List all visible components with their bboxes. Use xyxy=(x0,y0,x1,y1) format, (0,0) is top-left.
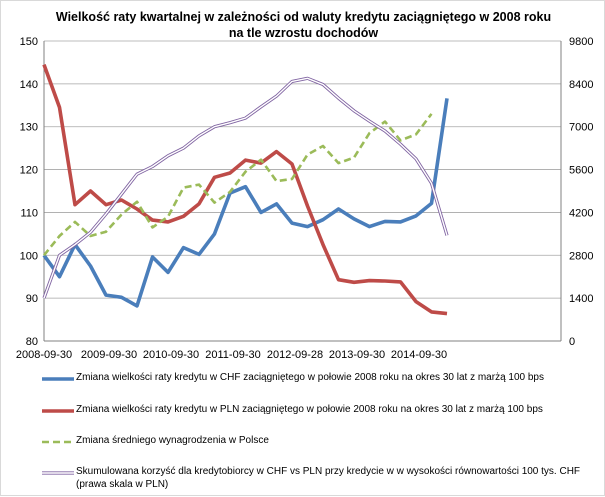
series-line-inner-3 xyxy=(43,77,448,299)
x-tick-label: 2010-09-30 xyxy=(143,349,199,361)
y-right-tick-label: 0 xyxy=(569,336,575,348)
x-tick-label: 2009-09-30 xyxy=(81,349,137,361)
legend-item: Zmiana wielkości raty kredytu w PLN zaci… xyxy=(41,403,601,433)
legend-swatch xyxy=(42,440,74,444)
legend-item: Skumulowana korzyść dla kredytobiorcy w … xyxy=(41,465,601,495)
y-right-tick-label: 4200 xyxy=(569,207,593,219)
y-right-tick-label: 8400 xyxy=(569,79,593,91)
x-tick-label: 2014-09-30 xyxy=(391,349,447,361)
legend-swatch xyxy=(42,471,74,475)
chart-title-line-1: Wielkość raty kwartalnej w zależności od… xyxy=(55,10,552,24)
legend-label: Zmiana wielkości raty kredytu w PLN zaci… xyxy=(76,404,543,415)
legend-label: Zmiana średniego wynagrodzenia w Polsce xyxy=(76,435,269,446)
y-right-tick-label: 1400 xyxy=(569,293,593,305)
y-left-tick-label: 120 xyxy=(20,165,38,177)
y-left-tick-label: 140 xyxy=(20,79,38,91)
y-right-tick-label: 9800 xyxy=(569,36,593,48)
series-line-2 xyxy=(42,113,433,257)
legend-item: Zmiana wielkości raty kredytu w CHF zaci… xyxy=(41,371,601,401)
y-left-tick-label: 100 xyxy=(20,250,38,262)
y-left-tick-label: 90 xyxy=(26,293,38,305)
y-left-tick-label: 130 xyxy=(20,122,38,134)
y-right-tick-label: 7000 xyxy=(569,122,593,134)
y-right-tick-label: 5600 xyxy=(569,165,593,177)
chart-title-line-2: na tle wzrostu dochodów xyxy=(228,26,379,40)
legend-label: Skumulowana korzyść dla kredytobiorcy w … xyxy=(76,466,581,490)
legend-label: Zmiana wielkości raty kredytu w CHF zaci… xyxy=(76,372,544,383)
y-left-tick-label: 110 xyxy=(20,207,38,219)
series-line-1 xyxy=(42,63,448,316)
x-tick-label: 2013-09-30 xyxy=(329,349,385,361)
legend-swatch xyxy=(42,377,74,381)
legend-item: Zmiana średniego wynagrodzenia w Polsce xyxy=(41,434,601,464)
x-tick-label: 2011-09-30 xyxy=(205,349,260,361)
y-right-tick-label: 2800 xyxy=(569,250,593,262)
x-tick-label: 2008-09-30 xyxy=(16,349,72,361)
series-line-0 xyxy=(42,98,449,308)
y-left-tick-label: 80 xyxy=(26,336,38,348)
y-left-tick-label: 150 xyxy=(20,36,38,48)
legend-swatch xyxy=(42,409,74,413)
x-tick-label: 2012-09-28 xyxy=(267,349,323,361)
